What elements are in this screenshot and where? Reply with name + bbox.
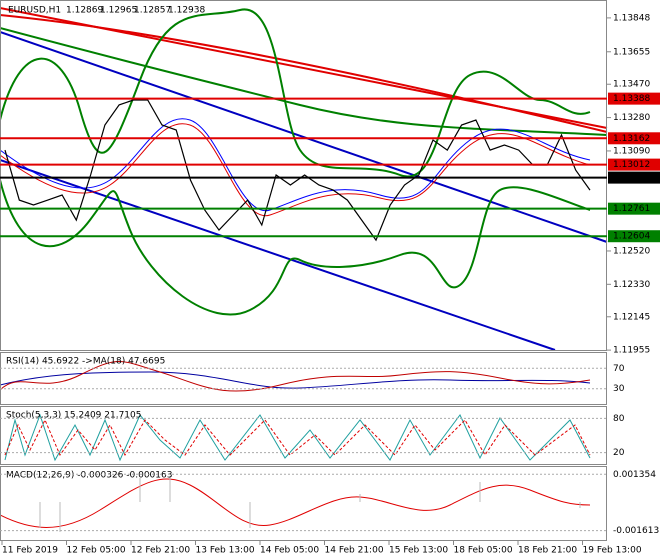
- x-tick-label: 14 Feb 05:00: [260, 546, 319, 556]
- y-tick-label: 30: [613, 384, 625, 394]
- macd-histogram: [39, 476, 581, 532]
- y-tick-label: 20: [613, 448, 625, 458]
- level-tag: [608, 230, 660, 243]
- level-label: 1.12604: [613, 232, 650, 242]
- stoch-panel: [0, 406, 607, 465]
- y-tick-label: 1.11955: [613, 346, 650, 356]
- y-tick-label: 80: [613, 414, 625, 424]
- moving-average: [0, 118, 591, 212]
- y-tick-label: -0.001613: [613, 526, 659, 536]
- quote-high: 1.12965: [100, 6, 137, 16]
- level-tag: [608, 158, 660, 171]
- x-tick-label: 15 Feb 13:00: [389, 546, 448, 556]
- y-tick-label: 1.13280: [613, 113, 650, 123]
- x-tick-label: 12 Feb 21:00: [131, 546, 190, 556]
- y-tick-label: 70: [613, 364, 625, 374]
- y-tick-label: 1.12330: [613, 280, 650, 290]
- stoch-main: [4, 413, 591, 462]
- y-tick-label: 1.13848: [613, 13, 650, 23]
- y-tick-label: 1.13470: [613, 80, 650, 90]
- x-tick-label: 19 Feb 13:00: [583, 546, 642, 556]
- indicator-title: RSI(14) 45.6922 ->MA(18) 47.6695: [6, 357, 165, 367]
- stoch-signal: [4, 418, 591, 457]
- x-tick-label: 18 Feb 05:00: [454, 546, 513, 556]
- rsi-ma: [0, 371, 591, 389]
- indicator-title: Stoch(5,3,3) 15.2409 21.7105: [6, 411, 141, 421]
- level-label: 1.13388: [613, 94, 650, 104]
- level-tag: [608, 171, 660, 184]
- symbol: EURUSD,H1: [8, 6, 61, 16]
- x-tick-label: 13 Feb 13:00: [196, 546, 255, 556]
- trend-line: [0, 31, 608, 243]
- bollinger-lower: [0, 179, 591, 316]
- x-tick-label: 12 Feb 05:00: [67, 546, 126, 556]
- macd-signal: [0, 478, 591, 528]
- indicator-title: MACD(12,26,9) -0.000326 -0.000163: [6, 471, 172, 481]
- main-panel: [0, 0, 607, 351]
- y-tick-label: 1.13090: [613, 146, 650, 156]
- overlays: [0, 7, 608, 528]
- level-tag: [608, 132, 660, 145]
- level-label: 1.12761: [613, 204, 650, 214]
- quote-open: 1.12869: [66, 6, 103, 16]
- quote-low: 1.12857: [134, 6, 171, 16]
- macd-panel: [0, 466, 607, 541]
- level-label: 1.13012: [613, 160, 650, 170]
- y-tick-label: 1.12520: [613, 246, 650, 256]
- x-tick-label: 14 Feb 21:00: [325, 546, 384, 556]
- level-label: 1.12938: [613, 173, 650, 183]
- y-tick-label: 1.13655: [613, 47, 650, 57]
- y-tick-label: 0.001354: [613, 470, 656, 480]
- level-label: 1.13162: [613, 134, 650, 144]
- moving-average: [0, 27, 608, 136]
- rsi: [0, 361, 591, 392]
- moving-average: [0, 14, 608, 133]
- moving-average: [0, 123, 591, 217]
- y-tick-label: 1.12145: [613, 312, 650, 322]
- quote-close: 1.12938: [168, 6, 205, 16]
- rsi-panel: [0, 352, 607, 405]
- level-tag: [608, 202, 660, 215]
- x-tick-label: 11 Feb 2019: [2, 546, 58, 556]
- x-tick-label: 18 Feb 21:00: [518, 546, 577, 556]
- price-line: [4, 99, 591, 242]
- level-tag: [608, 92, 660, 105]
